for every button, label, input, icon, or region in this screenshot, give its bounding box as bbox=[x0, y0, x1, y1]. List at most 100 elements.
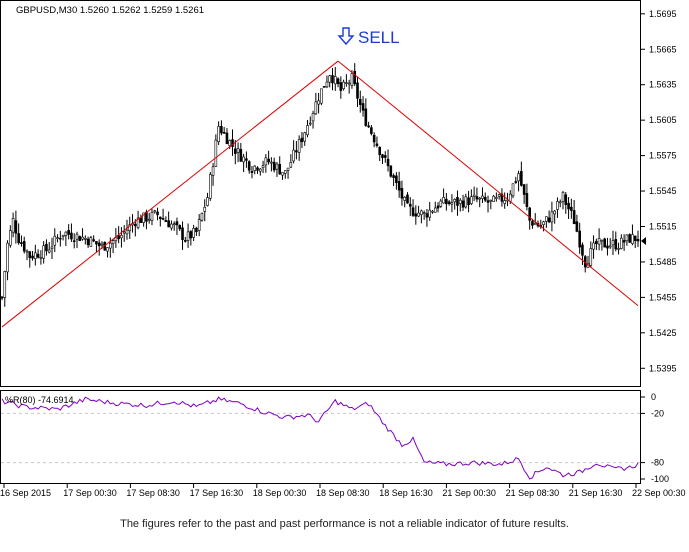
candle bbox=[3, 270, 7, 307]
candle-body bbox=[464, 196, 468, 208]
time-tick-label: 18 Sep 00:30 bbox=[253, 488, 307, 498]
time-tick-label: 18 Sep 08:30 bbox=[316, 488, 370, 498]
candle-body bbox=[172, 223, 176, 226]
candle bbox=[106, 247, 109, 258]
candle bbox=[347, 79, 351, 94]
candle-body bbox=[261, 165, 265, 168]
candle bbox=[600, 239, 604, 251]
candle bbox=[214, 134, 218, 167]
candle bbox=[278, 156, 282, 175]
candle bbox=[128, 216, 132, 239]
candle bbox=[500, 188, 504, 207]
candle bbox=[295, 140, 298, 160]
candle-body bbox=[592, 242, 595, 250]
candle-body bbox=[50, 246, 54, 249]
candle-body bbox=[214, 139, 218, 167]
candle-body bbox=[595, 241, 598, 245]
candle-body bbox=[114, 237, 118, 242]
candle-body bbox=[170, 223, 173, 229]
candle bbox=[389, 165, 393, 178]
candle-body bbox=[553, 210, 556, 215]
candle-body bbox=[322, 86, 326, 88]
candle bbox=[161, 208, 165, 221]
candle-body bbox=[161, 218, 165, 220]
candle-body bbox=[247, 161, 251, 171]
candle bbox=[47, 242, 51, 254]
candle-body bbox=[378, 146, 382, 156]
candle bbox=[320, 88, 323, 106]
candle bbox=[164, 216, 168, 223]
candle-body bbox=[186, 231, 190, 241]
candle bbox=[411, 199, 415, 217]
candle-body bbox=[245, 158, 248, 161]
candle-body bbox=[603, 238, 606, 248]
candle-body bbox=[281, 172, 284, 176]
candle bbox=[286, 167, 290, 179]
candle bbox=[189, 230, 193, 246]
candle bbox=[428, 201, 432, 221]
candle-body bbox=[450, 202, 454, 205]
candle bbox=[28, 250, 32, 268]
candle-body bbox=[272, 161, 276, 171]
candle-body bbox=[447, 201, 451, 204]
candle bbox=[203, 199, 207, 222]
candle bbox=[314, 92, 318, 115]
candle-body bbox=[356, 82, 359, 99]
candle-body bbox=[425, 213, 429, 218]
candle-body bbox=[395, 175, 398, 183]
candle-body bbox=[256, 167, 259, 171]
candle bbox=[408, 197, 412, 217]
time-tick-label: 21 Sep 00:30 bbox=[442, 488, 496, 498]
williams-r-line bbox=[1, 396, 639, 480]
candle bbox=[289, 154, 293, 169]
candle bbox=[170, 220, 173, 231]
candle-body bbox=[392, 175, 395, 178]
candle-body bbox=[258, 168, 262, 172]
trendline bbox=[1, 60, 339, 328]
candle bbox=[514, 176, 518, 184]
candle-body bbox=[403, 196, 407, 201]
candle-body bbox=[397, 181, 401, 191]
candle-body bbox=[106, 247, 109, 252]
candle-body bbox=[558, 201, 562, 204]
candle-body bbox=[361, 103, 365, 111]
candle bbox=[364, 98, 368, 127]
indicator-tick-label: -20 bbox=[651, 408, 664, 418]
candle bbox=[595, 238, 598, 251]
candle bbox=[167, 211, 170, 228]
candle-body bbox=[286, 167, 290, 171]
candle-body bbox=[625, 234, 629, 242]
candle-body bbox=[217, 126, 220, 142]
candle bbox=[486, 195, 490, 213]
candle bbox=[331, 67, 334, 91]
candle-body bbox=[34, 252, 37, 259]
candle-body bbox=[542, 221, 545, 225]
candle-body bbox=[492, 195, 495, 202]
candle-body bbox=[189, 231, 193, 239]
candle-body bbox=[3, 271, 7, 298]
candle-body bbox=[581, 244, 584, 256]
candle bbox=[81, 228, 84, 241]
candle-body bbox=[597, 238, 601, 245]
candle-body bbox=[636, 238, 640, 242]
candle bbox=[84, 235, 87, 245]
candle bbox=[625, 234, 629, 246]
candle-body bbox=[200, 213, 204, 221]
candle-body bbox=[458, 199, 462, 204]
candle-body bbox=[122, 231, 126, 234]
candle-body bbox=[589, 248, 593, 266]
candle bbox=[328, 74, 332, 88]
candle bbox=[520, 161, 523, 187]
time-tick-label: 18 Sep 16:30 bbox=[379, 488, 433, 498]
candle-body bbox=[11, 218, 15, 233]
candle bbox=[517, 170, 520, 192]
candle-body bbox=[333, 76, 337, 85]
candle-body bbox=[614, 239, 618, 250]
candle bbox=[242, 153, 245, 172]
candle-body bbox=[389, 165, 393, 177]
candle-body bbox=[522, 184, 526, 195]
candle bbox=[231, 129, 234, 156]
candle bbox=[139, 214, 143, 223]
candle-body bbox=[422, 212, 426, 214]
candle-body bbox=[164, 220, 168, 223]
